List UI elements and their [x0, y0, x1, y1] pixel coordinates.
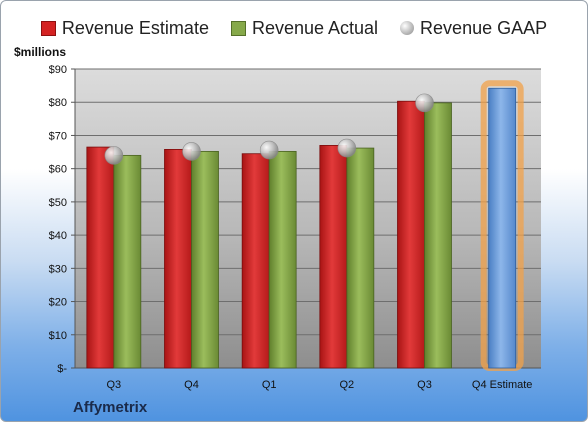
- bar-revenue-estimate: [86, 146, 115, 369]
- bar-revenue-estimate: [319, 145, 348, 369]
- x-tick-label: Q3: [417, 379, 432, 391]
- bar-revenue-estimate: [241, 153, 270, 369]
- x-tick-label: Q4 Estimate: [472, 379, 533, 391]
- point-revenue-gaap: [182, 142, 201, 161]
- bar-revenue-actual: [424, 102, 452, 369]
- y-axis-ticks: $- $10 $20 $30 $40 $50 $60 $70 $80 $90: [49, 64, 541, 375]
- legend-item-actual: Revenue Actual: [230, 17, 379, 39]
- plot-area: [75, 69, 541, 368]
- x-tick-label: Q1: [262, 379, 277, 391]
- y-tick-label: $20: [49, 297, 67, 309]
- y-tick-label: $30: [49, 263, 67, 275]
- y-tick-label: $50: [49, 197, 67, 209]
- bar-revenue-estimate: [164, 148, 192, 369]
- chart-legend: Revenue Estimate Revenue Actual Revenue …: [1, 15, 587, 41]
- x-tick-label: Q2: [339, 379, 354, 391]
- x-tick-label: Q3: [106, 379, 121, 391]
- legend-item-estimate: Revenue Estimate: [40, 17, 209, 39]
- legend-item-gaap: Revenue GAAP: [400, 18, 547, 39]
- y-axis-unit-label: $millions: [14, 45, 67, 59]
- bar-revenue-actual: [268, 150, 297, 369]
- x-tick-label: Q4: [184, 379, 199, 391]
- point-revenue-gaap: [415, 93, 434, 113]
- legend-label-estimate: Revenue Estimate: [61, 17, 209, 38]
- y-tick-label: $40: [49, 230, 67, 242]
- bar-revenue-actual: [113, 154, 142, 369]
- legend-label-actual: Revenue Actual: [251, 17, 379, 38]
- bars: [86, 80, 524, 371]
- bar-revenue-estimate: [397, 100, 425, 369]
- y-tick-label: $80: [49, 97, 67, 109]
- x-axis-ticks: Q3 Q4 Q1 Q2 Q3 Q4 Estimate: [106, 379, 532, 391]
- legend-label-gaap: Revenue GAAP: [420, 17, 548, 38]
- point-revenue-gaap: [104, 146, 124, 165]
- legend-swatch-estimate: [40, 20, 56, 36]
- bar-revenue-estimate: [488, 87, 517, 369]
- y-tick-label: $60: [49, 164, 67, 176]
- y-tick-label: $90: [49, 64, 67, 76]
- company-label: Affymetrix: [73, 399, 148, 416]
- bar-revenue-actual: [346, 147, 375, 369]
- legend-swatch-gaap: [400, 21, 415, 35]
- y-tick-label: $70: [49, 130, 67, 142]
- bar-revenue-actual: [191, 150, 219, 369]
- point-revenue-gaap: [259, 140, 279, 160]
- y-tick-label: $10: [49, 330, 67, 342]
- legend-swatch-actual: [230, 20, 246, 36]
- y-tick-label: $-: [57, 363, 67, 375]
- point-revenue-gaap: [337, 138, 357, 158]
